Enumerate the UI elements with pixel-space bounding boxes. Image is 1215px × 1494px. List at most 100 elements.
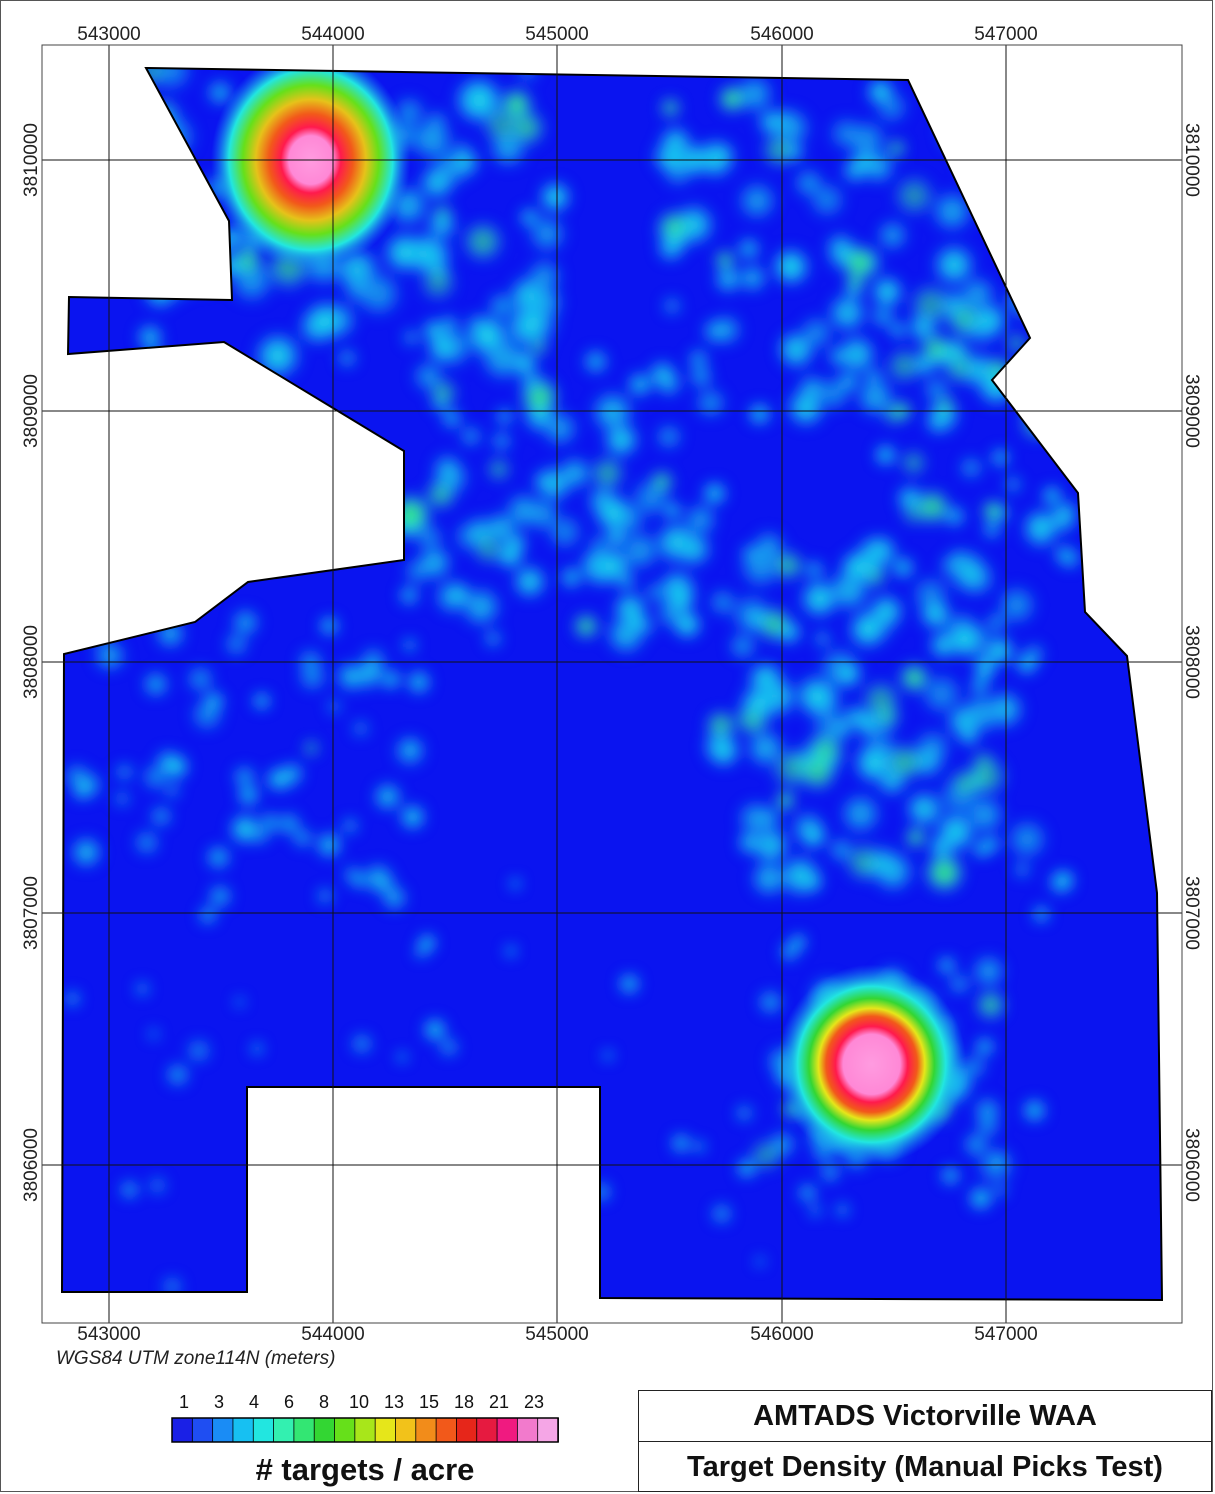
density-speckle [825,291,869,335]
density-speckle [623,608,650,636]
density-speckle [524,495,563,534]
density-speckle [1045,501,1080,536]
density-speckle [1002,473,1024,495]
y-tick-label: 3809000 [1181,374,1202,448]
colorbar-swatch [537,1417,559,1443]
density-speckle [1032,345,1056,369]
x-tick-label: 545000 [525,24,588,45]
x-tick-label: 546000 [750,1324,813,1345]
density-speckle [417,162,457,203]
colorbar-swatch [232,1417,255,1443]
density-speckle [979,832,1002,856]
colorbar-swatch [313,1417,336,1443]
density-speckle [517,205,542,230]
density-speckle [959,144,997,182]
density-speckle [341,273,374,306]
y-tick-label: 3806000 [1181,1128,1202,1202]
density-speckle [939,1164,962,1187]
density-speckle [128,220,180,271]
density-speckle [493,1151,509,1167]
density-speckle [231,764,258,790]
density-speckle [970,749,997,776]
density-speckle [494,406,516,427]
density-speckle [792,672,839,719]
x-tick-label: 547000 [974,1324,1037,1345]
density-speckle [753,1255,766,1268]
density-speckle [973,988,1008,1022]
density-speckle [398,1106,417,1125]
density-speckle [709,1201,734,1226]
density-speckle [796,1182,819,1204]
density-speckle [132,828,161,857]
density-speckle [973,1035,996,1058]
colorbar-swatch [354,1417,377,1443]
density-speckle [709,312,744,347]
density-speckle [424,208,459,243]
density-speckle [935,70,979,115]
density-speckle [803,558,826,581]
density-speckle [746,401,773,427]
density-speckle [826,344,852,370]
colorbar-value-labels: 1 3 4 6 8 10 13 15 18 21 23 [172,1392,558,1414]
density-speckle [947,547,968,569]
density-speckle [340,816,360,836]
density-speckle [482,628,504,650]
density-speckle [692,1139,707,1154]
density-speckle [693,385,728,421]
density-speckle [832,658,865,691]
density-speckle [160,751,191,782]
density-speckle [558,564,584,591]
y-tick-label: 3810000 [1181,123,1202,197]
density-speckle [922,850,967,895]
density-speckle [782,140,806,164]
density-speckle [707,587,738,618]
density-speckle [184,1036,213,1065]
density-speckle [659,96,682,120]
density-speckle [325,697,344,716]
y-tick-labels-left: 3810000 3809000 3808000 3807000 3806000 [21,123,42,1202]
southeast-high-density-cluster [776,964,967,1165]
colorbar-swatch [293,1417,316,1443]
density-speckle [892,173,937,218]
density-speckle [930,241,978,289]
density-speckle [430,451,464,485]
density-speckle [788,932,809,953]
colorbar-swatch [456,1417,478,1443]
density-speckle [418,263,458,303]
density-speckle [744,726,787,770]
colorbar-value: 6 [283,1392,295,1412]
density-speckle [601,1049,615,1062]
colorbar-frame [171,1417,559,1443]
density-speckle [617,971,642,997]
colorbar-swatch [374,1417,397,1443]
density-speckle [961,68,1006,111]
density-speckle [1052,543,1075,566]
density-speckle [424,328,462,366]
colorbar-value: 15 [418,1392,440,1412]
density-speckle [249,1041,265,1057]
density-speckle [984,610,1009,635]
density-speckle [769,245,813,289]
density-speckle [735,235,762,262]
density-speckle [204,843,233,872]
density-speckle [952,135,994,177]
density-speckle [1052,868,1076,892]
colorbar-value: 1 [178,1392,190,1412]
density-speckle [302,739,320,757]
density-speckle [985,355,1011,382]
density-speckle [887,319,909,341]
x-tick-labels-top: 543000 544000 545000 546000 547000 [77,24,1037,45]
density-speckle [233,995,247,1009]
density-speckle [269,763,300,793]
map-neatline [41,44,1183,1324]
density-speckle [840,243,880,283]
density-speckle [502,529,530,557]
density-speckle [989,446,1012,469]
colorbar-swatch [273,1417,295,1443]
colorbar-swatch [171,1417,194,1443]
density-speckle [827,713,857,743]
density-speckle [833,1201,851,1219]
density-speckle [853,375,898,419]
density-speckle [448,145,482,179]
